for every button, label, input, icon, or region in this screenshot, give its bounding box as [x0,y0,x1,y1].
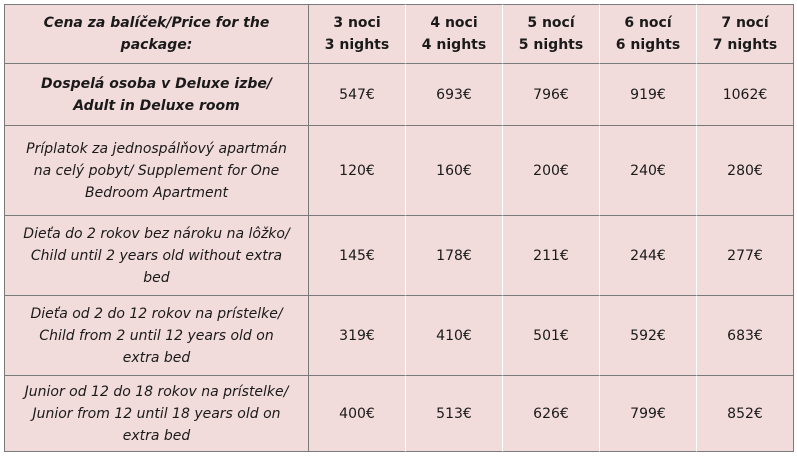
price-cell: 693€ [406,64,503,126]
price-cell: 513€ [406,376,503,452]
price-cell: 799€ [600,376,697,452]
price-cell: 160€ [406,126,503,216]
row-label: Junior od 12 do 18 rokov na prístelke/ J… [4,376,309,452]
package-price-table: Cena za balíček/Price for the package: 3… [4,4,794,452]
price-cell: 280€ [697,126,794,216]
row-label: Príplatok za jednospálňový apartmán na c… [4,126,309,216]
header-3-nights: 3 noci 3 nights [309,4,406,64]
price-cell: 919€ [600,64,697,126]
header-5-nights: 5 nocí 5 nights [503,4,600,64]
price-cell: 211€ [503,216,600,296]
row-label: Dospelá osoba v Deluxe izbe/ Adult in De… [4,64,309,126]
price-cell: 145€ [309,216,406,296]
price-cell: 319€ [309,296,406,376]
price-cell: 240€ [600,126,697,216]
price-cell: 547€ [309,64,406,126]
table-row-adult-deluxe: Dospelá osoba v Deluxe izbe/ Adult in De… [4,64,794,126]
table-row-apartment-supplement: Príplatok za jednospálňový apartmán na c… [4,126,794,216]
price-cell: 244€ [600,216,697,296]
price-cell: 626€ [503,376,600,452]
row-label: Dieťa od 2 do 12 rokov na prístelke/ Chi… [4,296,309,376]
price-cell: 592€ [600,296,697,376]
table-row-child-2-to-12: Dieťa od 2 do 12 rokov na prístelke/ Chi… [4,296,794,376]
price-cell: 501€ [503,296,600,376]
table-row-junior-12-to-18: Junior od 12 do 18 rokov na prístelke/ J… [4,376,794,452]
price-cell: 410€ [406,296,503,376]
price-cell: 178€ [406,216,503,296]
table-row-child-under-2: Dieťa do 2 rokov bez nároku na lôžko/ Ch… [4,216,794,296]
price-cell: 400€ [309,376,406,452]
price-cell: 683€ [697,296,794,376]
price-cell: 1062€ [697,64,794,126]
price-cell: 796€ [503,64,600,126]
header-7-nights: 7 nocí 7 nights [697,4,794,64]
header-4-nights: 4 noci 4 nights [406,4,503,64]
price-cell: 120€ [309,126,406,216]
table-header-row: Cena za balíček/Price for the package: 3… [4,4,794,64]
price-cell: 200€ [503,126,600,216]
row-label: Dieťa do 2 rokov bez nároku na lôžko/ Ch… [4,216,309,296]
price-cell: 852€ [697,376,794,452]
header-6-nights: 6 nocí 6 nights [600,4,697,64]
price-cell: 277€ [697,216,794,296]
header-package-price: Cena za balíček/Price for the package: [4,4,309,64]
